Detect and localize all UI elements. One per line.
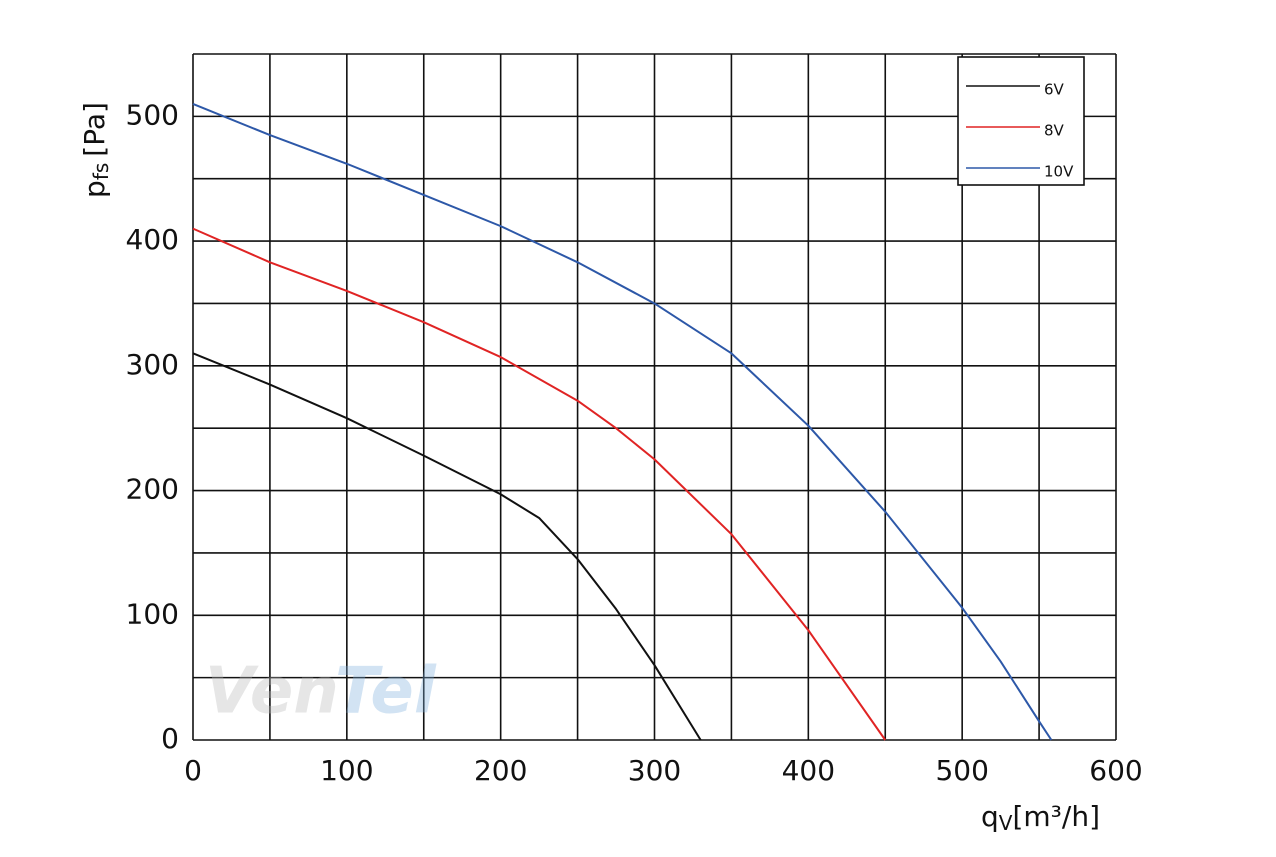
y-tick-label: 300 xyxy=(126,348,179,381)
y-tick-label: 500 xyxy=(126,98,179,131)
x-tick-label: 200 xyxy=(474,754,527,787)
x-axis-label-sub: V xyxy=(999,811,1013,835)
x-tick-label: 300 xyxy=(628,754,681,787)
legend-label: 10V xyxy=(1044,163,1074,181)
legend-label: 8V xyxy=(1044,122,1065,140)
y-axis-label-unit: [Pa] xyxy=(78,102,111,157)
watermark-main: Ven xyxy=(205,655,339,729)
y-axis-label: pfs [Pa] xyxy=(78,102,113,198)
watermark: Ven Tel xyxy=(205,655,437,729)
series-line xyxy=(192,102,1053,741)
x-tick-label: 100 xyxy=(320,754,373,787)
legend-box xyxy=(957,56,1085,186)
y-tick-label: 200 xyxy=(126,473,179,506)
y-axis-label-sub: fs xyxy=(89,163,113,180)
series-line xyxy=(192,227,887,741)
y-axis-label-main: p xyxy=(78,180,111,198)
legend-label: 6V xyxy=(1044,81,1065,99)
y-tick-label: 100 xyxy=(126,597,179,630)
y-tick-label: 0 xyxy=(161,722,179,755)
x-axis-label-unit: [m³/h] xyxy=(1012,800,1100,833)
x-tick-label: 400 xyxy=(782,754,835,787)
x-axis-label: qV[m³/h] xyxy=(981,800,1100,835)
watermark-accent: Tel xyxy=(335,655,437,729)
x-tick-label: 600 xyxy=(1089,754,1142,787)
x-tick-label: 0 xyxy=(184,754,202,787)
x-axis-label-main: q xyxy=(981,800,999,833)
series-line xyxy=(192,352,702,741)
x-tick-label: 500 xyxy=(935,754,988,787)
y-tick-label: 400 xyxy=(126,223,179,256)
